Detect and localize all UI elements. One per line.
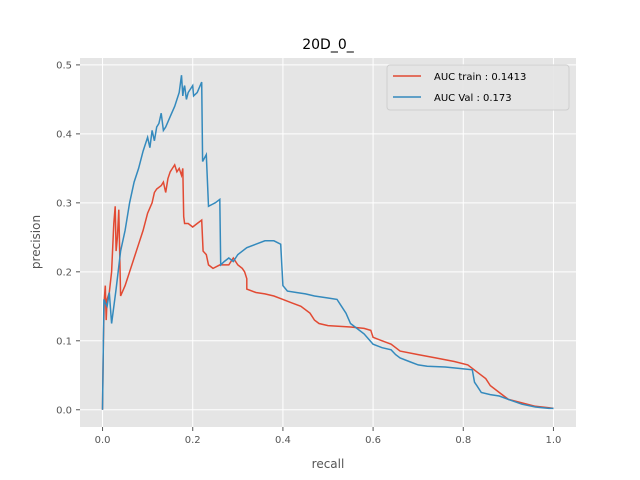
plot-area: [80, 58, 576, 427]
x-tick-label: 0.0: [95, 435, 111, 446]
chart-title: 20D_0_: [302, 37, 355, 53]
legend-label-train: AUC train : 0.1413: [434, 72, 526, 83]
x-tick-label: 0.8: [455, 435, 471, 446]
legend: AUC train : 0.1413 AUC Val : 0.173: [386, 64, 570, 111]
x-tick-label: 0.4: [275, 435, 291, 446]
grid-lines: [80, 58, 576, 427]
x-axis-label: recall: [312, 457, 345, 471]
x-tick-label: 1.0: [546, 435, 562, 446]
y-tick-label: 0.2: [56, 267, 72, 278]
y-axis-label: precision: [29, 215, 43, 269]
legend-box: [386, 64, 570, 111]
x-tick-label: 0.6: [365, 435, 381, 446]
x-tick-label: 0.2: [185, 435, 201, 446]
y-tick-label: 0.1: [56, 336, 72, 347]
tick-labels: 0.0 0.2 0.4 0.6 0.8 1.0 0.0 0.1 0.2 0.3 0.4 0.5: [56, 60, 561, 446]
y-tick-label: 0.4: [56, 129, 72, 140]
legend-label-val: AUC Val : 0.173: [434, 93, 512, 104]
series-lines: [101, 75, 554, 410]
series-line-val: [101, 75, 554, 410]
y-tick-label: 0.5: [56, 60, 72, 71]
y-tick-label: 0.0: [56, 405, 72, 416]
series-line-train: [101, 163, 554, 410]
y-tick-label: 0.3: [56, 198, 72, 209]
